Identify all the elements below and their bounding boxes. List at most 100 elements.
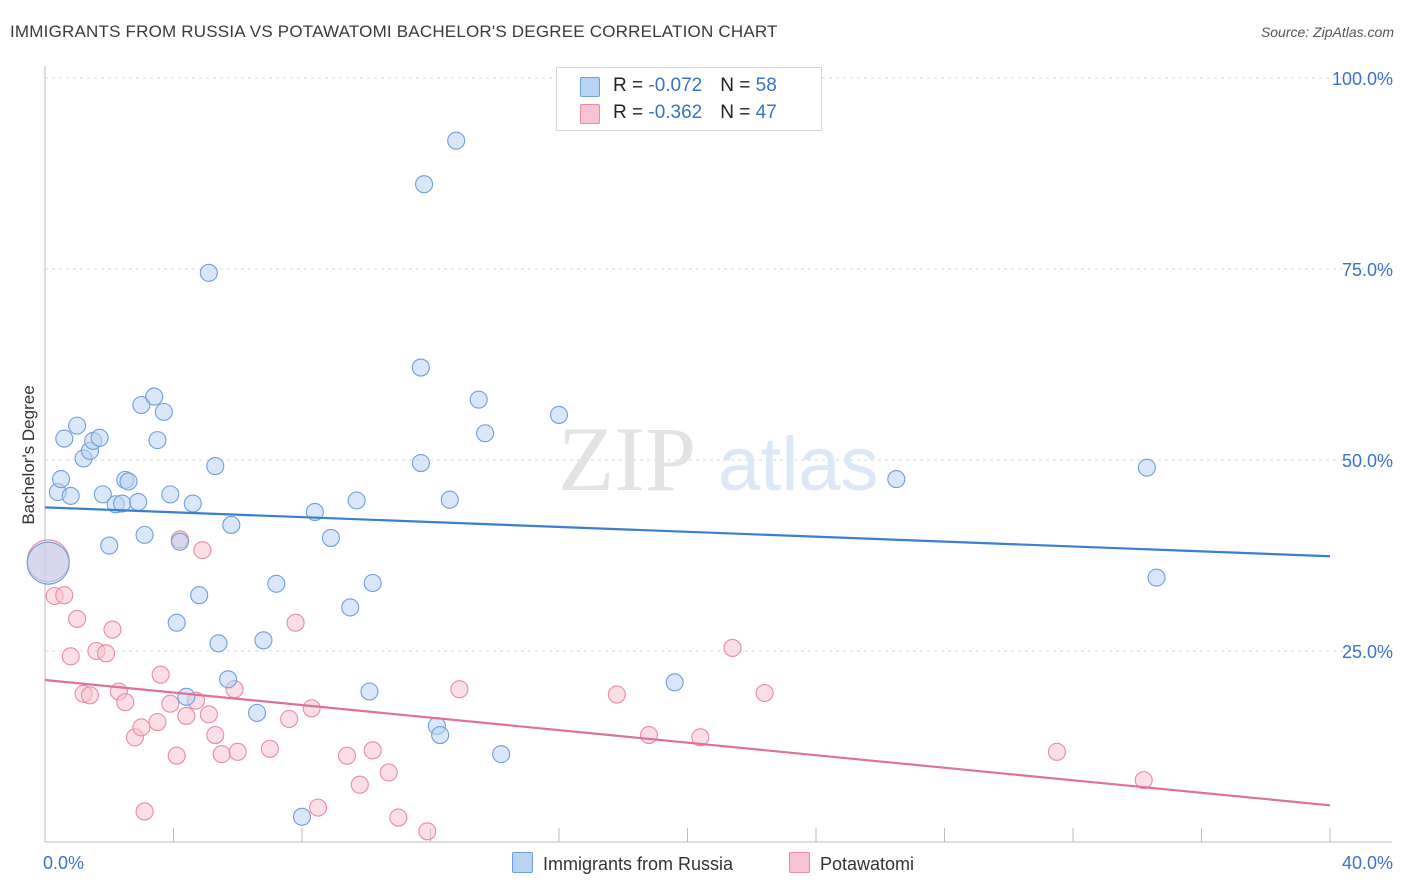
source-label: Source: ZipAtlas.com	[1260, 24, 1394, 40]
point-potawatomi	[389, 808, 408, 827]
x-tick-labels: 0.0% 40.0%	[43, 853, 1393, 873]
point-russia	[161, 485, 180, 504]
point-potawatomi	[228, 742, 247, 761]
point-potawatomi	[55, 586, 74, 605]
legend-swatch-potawatomi	[789, 852, 810, 873]
point-russia	[476, 424, 495, 443]
point-russia	[222, 515, 241, 534]
stats-box: R = -0.072 N = 58 R = -0.362 N = 47	[556, 67, 822, 131]
point-potawatomi	[260, 739, 279, 758]
legend-item-potawatomi: Potawatomi	[789, 852, 914, 875]
point-potawatomi	[212, 745, 231, 764]
point-potawatomi	[1134, 771, 1153, 790]
stats-swatch-russia	[580, 77, 600, 97]
point-potawatomi	[755, 683, 774, 703]
point-russia	[665, 673, 684, 692]
point-russia	[292, 807, 312, 826]
series-immigrants-from-russia	[26, 131, 1166, 826]
y-tick-label: 75.0%	[1342, 260, 1393, 280]
point-russia	[363, 573, 382, 593]
watermark-zip: ZIP	[558, 408, 696, 510]
point-potawatomi	[148, 713, 167, 732]
point-russia	[549, 405, 569, 424]
point-russia	[360, 682, 379, 701]
point-russia	[170, 532, 189, 551]
x-tick-label: 40.0%	[1342, 853, 1393, 873]
point-potawatomi	[286, 613, 305, 632]
point-potawatomi	[337, 746, 357, 765]
point-potawatomi	[96, 644, 116, 663]
point-potawatomi	[116, 693, 135, 712]
point-potawatomi	[309, 798, 328, 817]
point-potawatomi	[167, 746, 186, 765]
point-russia	[321, 528, 340, 547]
point-potawatomi	[379, 763, 398, 782]
x-tick-label: 0.0%	[43, 853, 84, 873]
legend-swatch-russia	[512, 852, 533, 873]
trend-line-potawatomi	[44, 678, 1331, 807]
point-potawatomi	[639, 725, 659, 745]
point-russia	[129, 492, 148, 512]
point-russia	[431, 725, 450, 745]
point-russia	[93, 485, 112, 504]
point-russia	[145, 387, 164, 406]
point-russia	[52, 470, 71, 489]
point-potawatomi	[607, 685, 626, 704]
point-russia	[177, 687, 196, 706]
point-russia	[183, 494, 202, 513]
point-potawatomi	[135, 802, 154, 821]
point-russia	[267, 574, 286, 593]
series-potawatomi	[26, 530, 1153, 841]
point-potawatomi	[161, 694, 180, 713]
stats-text-potawatomi: R = -0.362 N = 47	[613, 102, 777, 123]
point-russia	[447, 131, 466, 150]
point-russia	[132, 395, 151, 415]
point-potawatomi	[418, 822, 437, 841]
point-potawatomi	[151, 665, 170, 684]
point-potawatomi	[80, 686, 100, 705]
point-russia	[1137, 458, 1156, 477]
point-potawatomi	[132, 718, 151, 737]
point-russia	[100, 536, 119, 555]
point-russia	[254, 631, 273, 650]
y-tick-label: 25.0%	[1342, 642, 1393, 662]
point-potawatomi	[206, 725, 225, 745]
point-russia	[199, 263, 218, 282]
trend-line-russia	[44, 506, 1331, 558]
watermark: ZIP atlas	[558, 408, 879, 510]
grid-lines	[45, 77, 1392, 652]
point-russia	[219, 670, 238, 689]
y-tick-label: 100.0%	[1332, 69, 1393, 89]
point-russia	[411, 454, 430, 473]
point-russia	[411, 358, 430, 377]
point-russia	[68, 416, 87, 435]
point-potawatomi	[691, 728, 710, 747]
point-potawatomi	[280, 709, 299, 729]
y-tick-label: 50.0%	[1342, 451, 1393, 471]
point-potawatomi	[350, 775, 369, 794]
point-potawatomi	[177, 706, 196, 725]
point-russia	[135, 525, 154, 544]
point-russia	[148, 431, 167, 450]
point-russia	[167, 613, 186, 632]
y-tick-labels: 100.0% 75.0% 50.0% 25.0%	[1332, 69, 1393, 662]
point-potawatomi	[1047, 742, 1066, 761]
legend-item-russia: Immigrants from Russia	[512, 852, 733, 875]
point-russia	[209, 634, 228, 653]
point-russia	[90, 428, 109, 447]
point-potawatomi	[103, 620, 122, 639]
point-potawatomi	[363, 741, 382, 760]
stats-text-russia: R = -0.072 N = 58	[613, 75, 777, 96]
point-russia	[341, 598, 360, 617]
point-russia	[26, 541, 70, 585]
y-axis-label: Bachelor's Degree	[19, 385, 38, 524]
point-russia	[61, 486, 80, 505]
legend-label-russia: Immigrants from Russia	[543, 854, 734, 874]
chart-title: IMMIGRANTS FROM RUSSIA VS POTAWATOMI BAC…	[10, 22, 778, 41]
point-potawatomi	[450, 680, 469, 699]
point-russia	[1147, 568, 1166, 587]
point-russia	[440, 490, 459, 509]
point-russia	[415, 175, 434, 194]
stats-swatch-potawatomi	[580, 104, 600, 124]
